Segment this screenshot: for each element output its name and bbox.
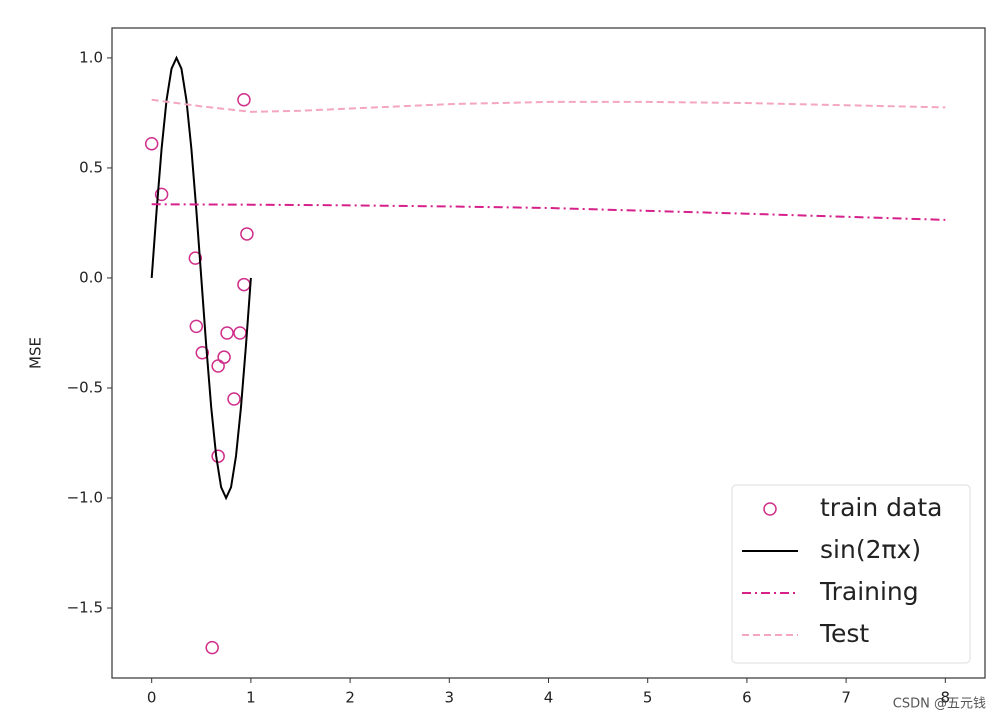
x-tick-label: 7 bbox=[841, 689, 851, 707]
y-tick-label: 0.5 bbox=[79, 158, 103, 176]
train-point bbox=[233, 326, 247, 340]
line-series bbox=[150, 55, 252, 501]
x-tick-label: 0 bbox=[147, 689, 157, 707]
train-point bbox=[237, 277, 251, 292]
legend-label: train data bbox=[820, 493, 942, 522]
line-series bbox=[151, 203, 946, 221]
x-tick-label: 6 bbox=[742, 689, 752, 707]
y-tick-label: −1.5 bbox=[67, 599, 103, 617]
legend-box bbox=[731, 484, 971, 664]
x-tick-label: 5 bbox=[643, 689, 653, 707]
train-point bbox=[217, 350, 231, 364]
legend-label: Test bbox=[819, 619, 869, 648]
x-tick-label: 4 bbox=[544, 689, 554, 707]
train-point bbox=[240, 227, 254, 241]
legend-label: sin(2πx) bbox=[820, 535, 921, 564]
train-point bbox=[195, 346, 210, 360]
train-point bbox=[237, 92, 251, 107]
train-point bbox=[211, 359, 225, 373]
train-point bbox=[227, 392, 241, 406]
x-tick-label: 1 bbox=[246, 689, 256, 707]
train-point bbox=[211, 449, 225, 463]
line-series bbox=[151, 98, 946, 113]
train-point bbox=[154, 187, 169, 202]
x-tick-label: 3 bbox=[445, 689, 455, 707]
x-tick-label: 2 bbox=[345, 689, 355, 707]
train-point bbox=[144, 136, 159, 151]
legend-marker bbox=[763, 502, 777, 516]
y-tick-label: −0.5 bbox=[67, 378, 103, 396]
legend-label: Training bbox=[819, 577, 919, 606]
y-tick-label: −1.0 bbox=[67, 489, 103, 507]
y-tick-label: 0.0 bbox=[79, 268, 103, 286]
y-tick-label: 1.0 bbox=[79, 48, 103, 66]
train-point bbox=[205, 640, 219, 655]
train-point bbox=[189, 319, 204, 334]
y-axis-label: MSE bbox=[27, 337, 45, 369]
train-point bbox=[188, 251, 203, 265]
x-tick-label: 8 bbox=[941, 689, 951, 707]
watermark: CSDN @五元钱 bbox=[893, 697, 986, 712]
train-point bbox=[220, 326, 234, 340]
